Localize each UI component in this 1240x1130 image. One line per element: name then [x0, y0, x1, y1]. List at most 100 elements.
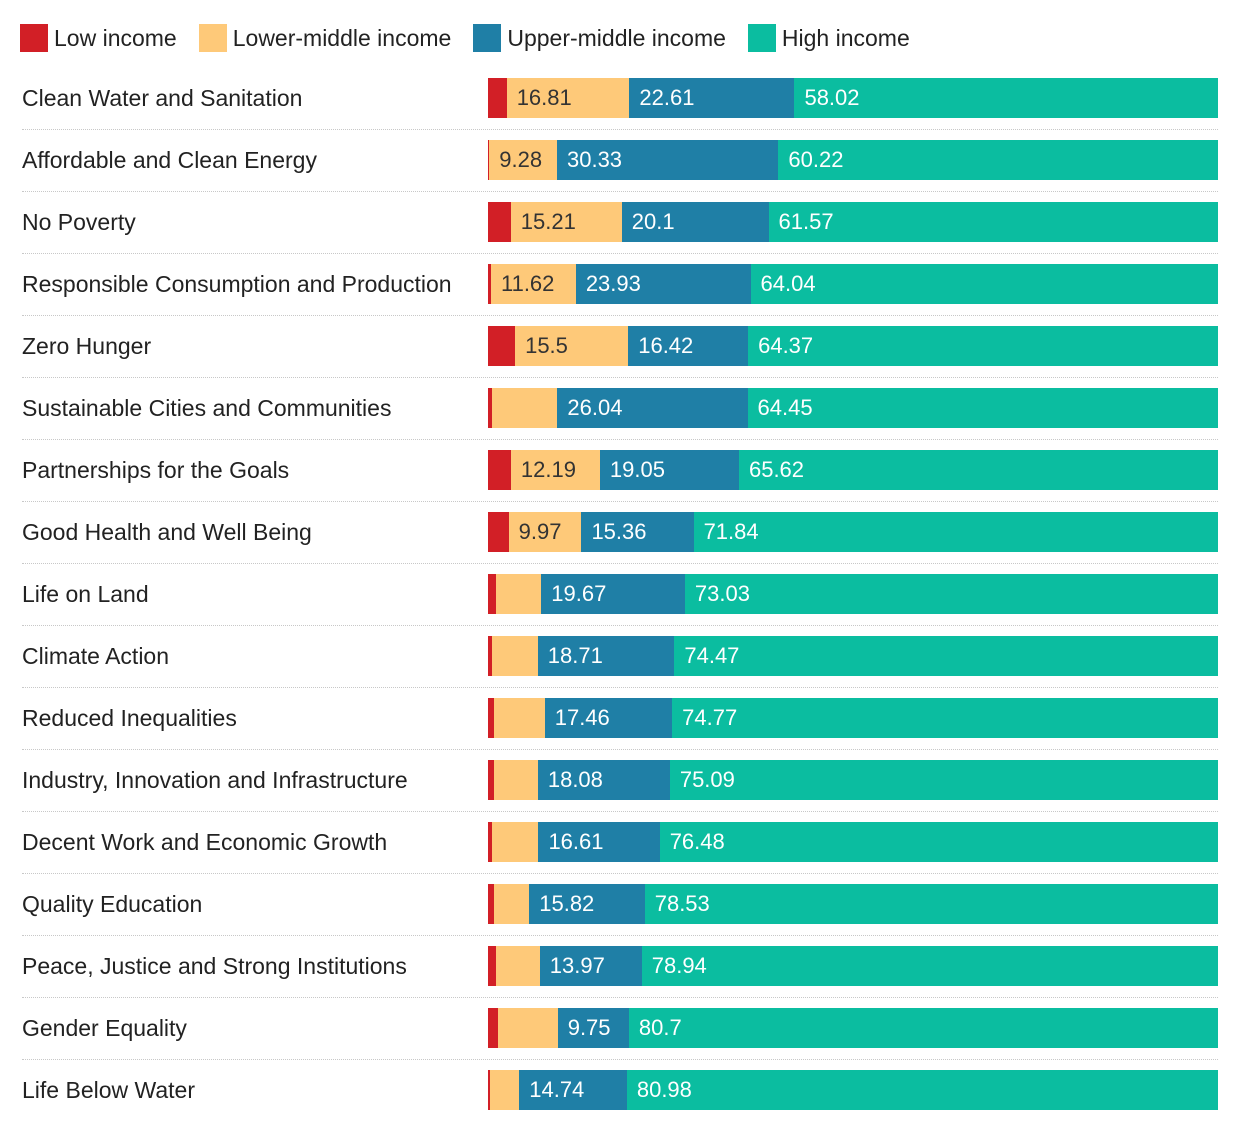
row-divider [22, 873, 1218, 874]
data-label-upper-middle-income: 18.08 [547, 767, 603, 792]
bar-segment-high-income [738, 450, 1218, 490]
bar-row-industry-innovation-and-infrastructure: 18.08 75.09 [488, 760, 1218, 800]
data-label-lower-middle-income: 11.62 [500, 271, 555, 296]
data-label-high-income: 80.7 [638, 1015, 682, 1040]
bar-segment-lower-middle-income [496, 574, 542, 614]
bar-segment-low-income [488, 140, 490, 180]
category-label-life-below-water: Life Below Water [22, 1077, 195, 1103]
bar-segment-low-income [488, 884, 494, 924]
bar-segment-high-income [641, 946, 1218, 986]
bar-segment-low-income [488, 326, 516, 366]
data-label-upper-middle-income: 15.36 [591, 519, 647, 544]
category-label-decent-work-and-economic-growth: Decent Work and Economic Growth [22, 829, 388, 855]
bar-segment-lower-middle-income [493, 884, 530, 924]
bar-segment-high-income [748, 326, 1218, 366]
data-label-high-income: 74.47 [684, 643, 740, 668]
bar-segment-upper-middle-income [557, 1008, 629, 1048]
bar-segment-lower-middle-income [506, 78, 630, 118]
data-label-lower-middle-income: 16.81 [516, 85, 572, 110]
data-label-lower-middle-income: 15.5 [525, 333, 568, 358]
bar-segment-high-income [684, 574, 1218, 614]
category-label-responsible-consumption-and-production: Responsible Consumption and Production [22, 271, 452, 297]
data-label-upper-middle-income: 17.46 [554, 705, 610, 730]
bar-segment-low-income [488, 78, 507, 118]
bar-segment-high-income [674, 636, 1218, 676]
data-label-high-income: 65.62 [748, 457, 805, 482]
data-label-upper-middle-income: 18.71 [547, 643, 603, 668]
row-divider [22, 315, 1218, 316]
bar-segment-low-income [488, 512, 509, 552]
data-label-lower-middle-income: 12.19 [520, 457, 576, 482]
bar-segment-upper-middle-income [541, 574, 685, 614]
data-label-high-income: 71.84 [703, 519, 759, 544]
row-divider [22, 935, 1218, 936]
bar-segment-lower-middle-income [489, 140, 557, 180]
bar-row-quality-education: 15.82 78.53 [488, 884, 1218, 924]
data-label-upper-middle-income: 26.04 [567, 395, 623, 420]
legend-item-low-income: Low income [20, 24, 177, 52]
data-label-high-income: 61.57 [778, 209, 834, 234]
row-divider [22, 563, 1218, 564]
bar-row-life-below-water: 14.74 80.98 [488, 1070, 1218, 1110]
bar-row-good-health-and-well-being: 9.97 15.36 71.84 [488, 512, 1218, 552]
row-divider [22, 501, 1218, 502]
bar-segment-high-income [794, 78, 1218, 118]
legend-label-high-income: High income [781, 24, 910, 51]
category-label-climate-action: Climate Action [22, 643, 170, 669]
row-divider [22, 625, 1218, 626]
bar-segment-lower-middle-income [490, 264, 576, 304]
bar-segment-low-income [488, 388, 493, 428]
bar-segment-high-income [628, 1008, 1218, 1048]
bar-segment-lower-middle-income [510, 450, 600, 490]
row-divider [22, 997, 1218, 998]
bar-segment-lower-middle-income [493, 760, 538, 800]
data-label-high-income: 80.98 [636, 1077, 692, 1102]
category-label-clean-water-and-sanitation: Clean Water and Sanitation [22, 85, 303, 111]
legend-swatch-upper-middle-income [473, 24, 502, 52]
bar-segment-low-income [488, 760, 494, 800]
bar-segment-upper-middle-income [539, 946, 642, 986]
bar-row-climate-action: 18.71 74.47 [488, 636, 1218, 676]
data-label-high-income: 73.03 [694, 581, 750, 606]
bar-segment-low-income [488, 822, 492, 862]
bar-segment-low-income [488, 1070, 490, 1110]
bar-segment-high-income [672, 698, 1218, 738]
bar-segment-lower-middle-income [492, 822, 539, 862]
data-label-upper-middle-income: 16.42 [638, 333, 694, 358]
bar-segment-lower-middle-income [515, 326, 629, 366]
data-label-upper-middle-income: 23.93 [585, 271, 641, 296]
bar-segment-lower-middle-income [493, 698, 545, 738]
bar-segment-high-income [768, 202, 1218, 242]
row-divider [22, 129, 1218, 130]
bar-row-gender-equality: 9.75 80.7 [488, 1008, 1218, 1048]
bar-row-sustainable-cities-and-communities: 26.04 64.45 [488, 388, 1218, 428]
data-label-high-income: 58.02 [804, 85, 860, 110]
bar-row-affordable-and-clean-energy: 9.28 30.33 60.22 [488, 140, 1218, 180]
data-label-upper-middle-income: 30.33 [566, 147, 623, 172]
data-label-upper-middle-income: 20.1 [631, 209, 675, 234]
data-label-lower-middle-income: 9.28 [499, 147, 543, 172]
legend-swatch-lower-middle-income [198, 24, 227, 52]
row-divider [22, 191, 1218, 192]
category-label-no-poverty: No Poverty [22, 209, 136, 235]
bar-row-decent-work-and-economic-growth: 16.61 76.48 [488, 822, 1218, 862]
data-label-upper-middle-income: 19.05 [609, 457, 665, 482]
legend-swatch-low-income [20, 24, 48, 52]
bar-segment-lower-middle-income [492, 388, 558, 428]
data-label-high-income: 75.09 [679, 767, 735, 792]
bar-segment-low-income [488, 264, 491, 304]
data-label-upper-middle-income: 16.61 [548, 829, 604, 854]
data-label-upper-middle-income: 14.74 [529, 1077, 585, 1102]
legend-item-high-income: High income [747, 24, 910, 52]
category-label-sustainable-cities-and-communities: Sustainable Cities and Communities [22, 395, 392, 421]
bar-segment-high-income [659, 822, 1218, 862]
data-label-upper-middle-income: 9.75 [567, 1015, 611, 1040]
category-label-industry-innovation-and-infrastructure: Industry, Innovation and Infrastructure [22, 767, 408, 793]
data-label-high-income: 60.22 [788, 147, 844, 172]
bar-segment-lower-middle-income [498, 1008, 558, 1048]
bar-segment-upper-middle-income [621, 202, 769, 242]
bar-segment-lower-middle-income [492, 636, 538, 676]
category-label-gender-equality: Gender Equality [22, 1015, 187, 1041]
bar-segment-high-income [778, 140, 1218, 180]
bar-segment-upper-middle-income [575, 264, 751, 304]
